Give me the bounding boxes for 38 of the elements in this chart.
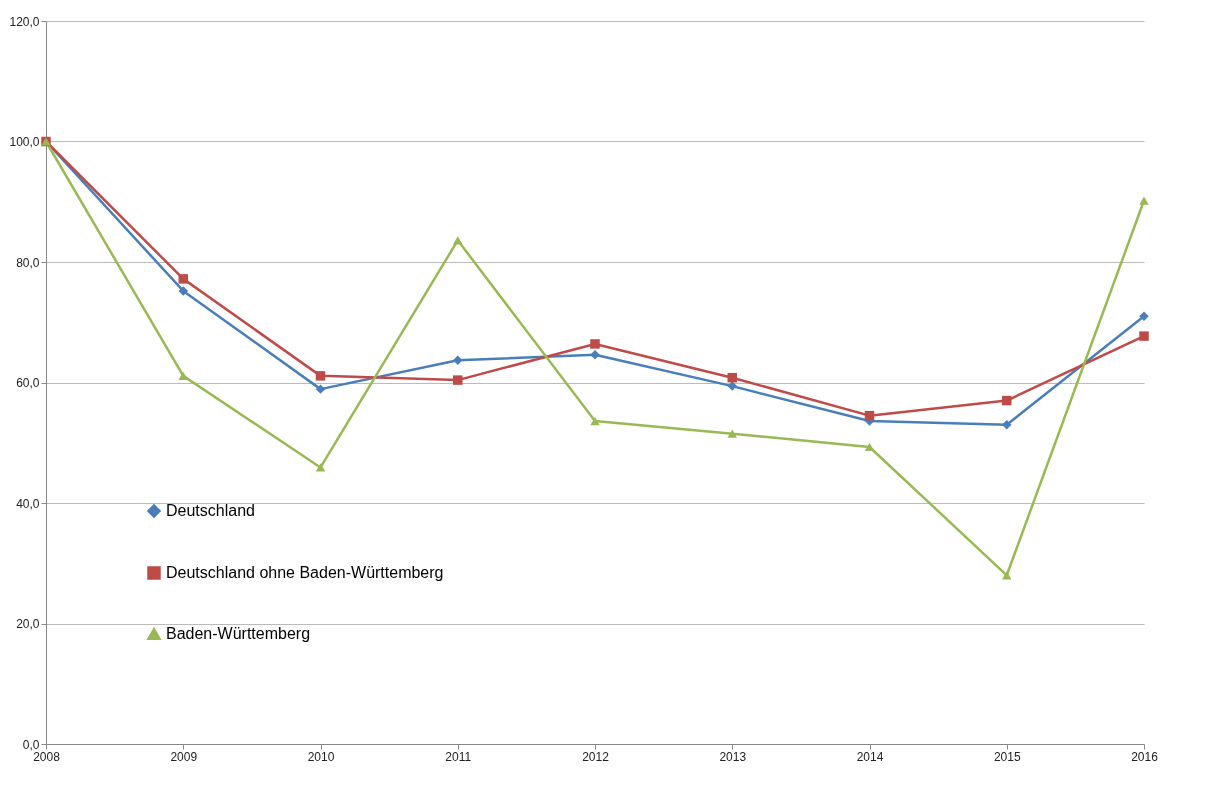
point (590, 416, 600, 426)
y-tick-label: 80,0 (16, 255, 40, 270)
x-tick-label: 2009 (170, 749, 198, 764)
point (178, 286, 188, 296)
point (178, 274, 188, 284)
point (590, 339, 600, 349)
point (453, 375, 463, 385)
y-tick-label: 20,0 (16, 617, 40, 631)
point (315, 384, 326, 394)
x-tick-label: 2014 (856, 749, 884, 764)
x-tick-label: 2016 (1131, 749, 1159, 764)
point (453, 355, 463, 365)
x-tick-label: 2012 (582, 749, 610, 764)
point (864, 442, 875, 452)
point (864, 410, 875, 421)
x-tick-label: 2013 (719, 749, 747, 764)
point (178, 371, 188, 380)
point (727, 429, 737, 438)
point (1002, 419, 1012, 430)
legend-label: Baden-Württemberg (166, 625, 311, 642)
y-tick-label: 60,0 (16, 376, 40, 390)
x-tick-label: 2010 (307, 749, 335, 764)
y-tick-label: 100,0 (9, 135, 40, 149)
point (315, 371, 326, 381)
point (727, 381, 737, 391)
y-tick-label: 40,0 (16, 496, 40, 511)
y-tick-label: 0,0 (22, 737, 40, 752)
y-tick-label: 120,0 (9, 14, 40, 29)
x-tick-label: 2015 (993, 749, 1021, 764)
point (1002, 395, 1012, 406)
x-tick-label: 2008 (33, 749, 61, 764)
legend-label: Deutschland ohne Baden-Württemberg (166, 564, 444, 581)
point (1139, 196, 1149, 205)
x-tick-label: 2011 (445, 749, 472, 764)
point (727, 372, 737, 383)
point (1139, 331, 1149, 341)
legend-label: Deutschland (166, 502, 255, 519)
point (315, 463, 326, 472)
